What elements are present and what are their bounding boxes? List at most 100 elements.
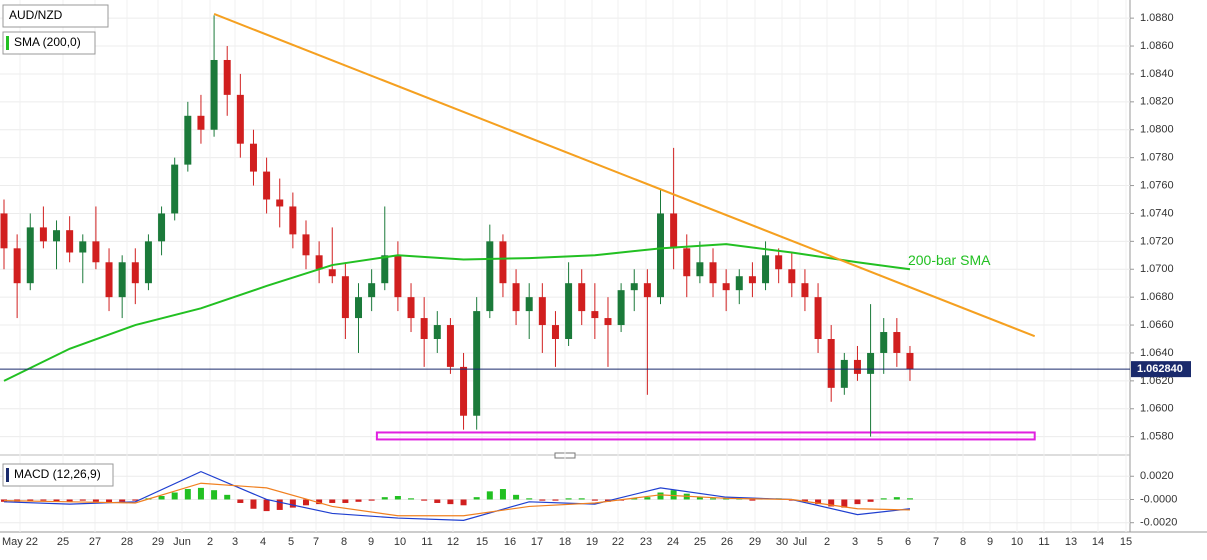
histogram-bar [263,499,270,512]
candle-body [79,241,87,253]
x-tick-label: 16 [504,536,516,548]
candle-body [381,255,389,284]
histogram-bar [355,499,362,502]
x-tick-label: 4 [260,536,266,548]
candle-body [210,59,218,130]
x-tick-label: Jul [793,536,807,548]
candle-body [565,283,573,339]
candle-body [486,241,494,312]
x-tick-label: 23 [640,536,652,548]
histogram-bar [447,499,454,505]
x-tick-label: 11 [421,536,432,548]
candle-body [105,262,113,298]
x-tick-label: 3 [232,536,238,548]
candle-body [604,318,612,326]
histogram-bar [276,499,283,510]
macd-tick-label: -0.0020 [1140,517,1177,529]
histogram-bar [880,498,887,500]
histogram-bar [171,492,178,500]
y-tick-label: 1.0720 [1140,235,1174,247]
histogram-bar [539,499,546,501]
candle-body [762,255,770,284]
histogram-bar [119,499,126,502]
x-tick-label: 25 [57,536,69,548]
candle-body [722,283,730,291]
candle-body [355,297,363,319]
candle-body [223,59,231,95]
candle-body [880,332,888,353]
candle-body [66,230,74,253]
y-tick-label: 1.0840 [1140,68,1174,80]
macd-box [2,463,114,487]
candle-body [735,276,743,291]
y-tick-label: 1.0820 [1140,96,1174,108]
histogram-bar [250,499,257,509]
x-tick-label: 5 [877,536,883,548]
histogram-bar [710,498,717,500]
histogram-bar [289,499,296,508]
x-tick-label: 7 [313,536,319,548]
candle-body [276,199,284,207]
y-tick-label: 1.0860 [1140,40,1174,52]
histogram-bar [854,499,861,505]
candle-body [788,269,796,284]
candle-body [249,143,257,172]
last-price-label: 1.062840 [1137,363,1183,375]
histogram-bar [591,499,598,501]
histogram-bar [578,498,585,500]
x-tick-label: 25 [694,536,706,548]
candle-body [263,171,271,200]
histogram-bar [1,499,7,502]
histogram-bar [657,492,664,500]
candle-body [657,213,664,298]
x-tick-label: 5 [288,536,294,548]
histogram-bar [906,498,913,500]
histogram-bar [329,499,336,503]
histogram-bar [841,499,848,508]
candle-body [893,332,901,353]
candle-body [617,290,625,326]
sma-annotation: 200-bar SMA [908,252,991,268]
candle-body [420,318,428,339]
macd-swatch [6,468,9,482]
x-tick-label: 2 [824,536,830,548]
histogram-bar [867,499,874,502]
candle-body [801,283,809,298]
histogram-bar [893,497,900,500]
candle-body [39,227,47,242]
support-zone [375,431,1036,441]
histogram-bar [565,498,572,500]
x-tick-label: 22 [612,536,624,548]
candle-body [158,213,166,242]
indicator-swatch [6,36,9,50]
candle-body [867,352,875,374]
histogram-bar [408,498,415,500]
histogram-bar [27,499,34,501]
histogram-bar [801,499,808,502]
candle-body [578,283,586,312]
candle-body [407,297,415,319]
candle-body [341,276,349,319]
histogram-bar [526,498,533,500]
candle-body [13,248,21,284]
candle-body [512,283,520,312]
x-tick-label: 13 [1065,536,1077,548]
candle-body [131,262,139,284]
candle-body [853,359,861,374]
x-tick-label: May 22 [2,536,38,548]
sma-line [3,243,911,382]
y-tick-label: 1.0580 [1140,431,1174,443]
candle-body [92,241,100,263]
histogram-bar [631,498,638,500]
x-tick-label: 7 [933,536,939,548]
x-tick-label: Jun [173,536,191,548]
x-tick-label: 6 [905,536,911,548]
candle-body [184,115,192,165]
histogram-bar [460,499,467,506]
x-tick-label: 9 [368,536,374,548]
candle-body [433,325,441,339]
histogram-bar [158,496,165,500]
